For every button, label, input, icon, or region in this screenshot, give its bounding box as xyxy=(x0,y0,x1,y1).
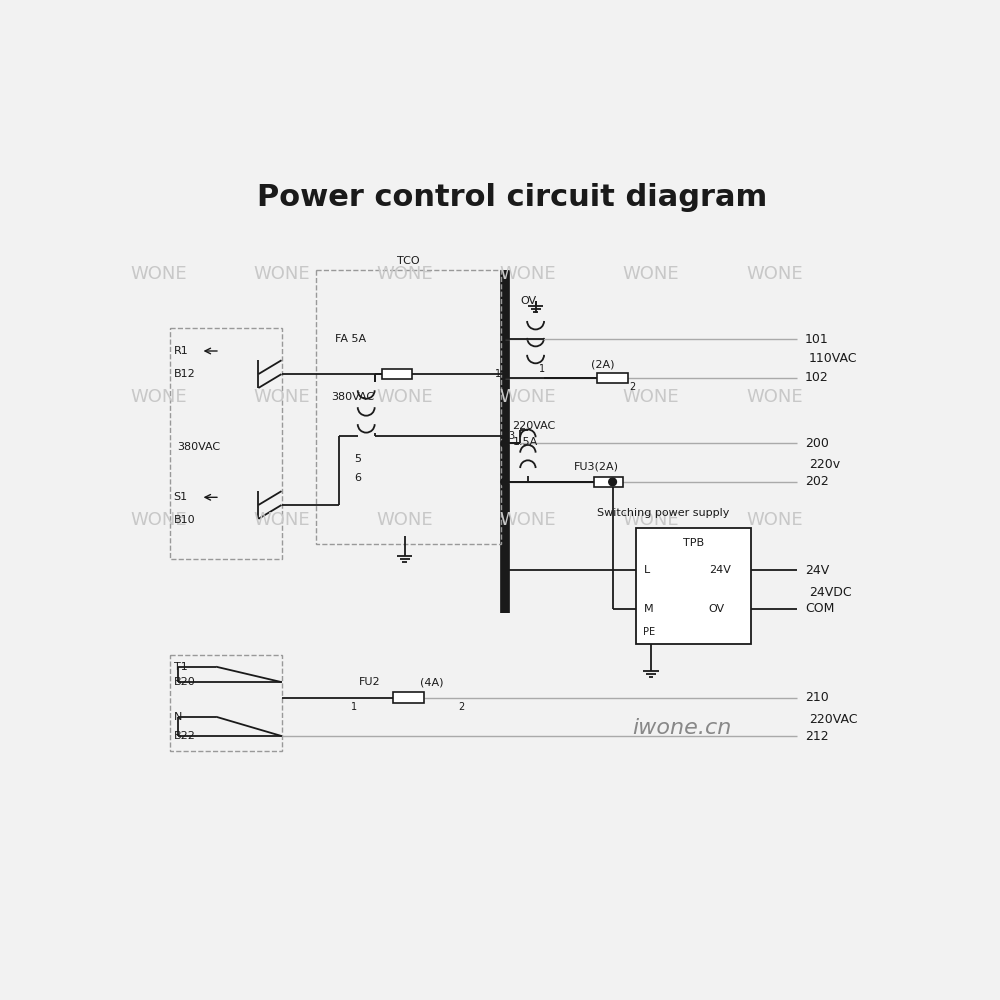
Text: 1: 1 xyxy=(539,364,546,374)
Text: (2A): (2A) xyxy=(591,359,615,369)
Text: M: M xyxy=(643,604,653,614)
Text: WONE: WONE xyxy=(623,388,679,406)
Text: 2: 2 xyxy=(459,702,465,712)
Text: OV: OV xyxy=(520,296,536,306)
Bar xyxy=(597,373,628,383)
Text: WONE: WONE xyxy=(500,511,556,529)
Text: FU3(2A): FU3(2A) xyxy=(574,462,619,472)
Text: FU2: FU2 xyxy=(358,677,380,687)
Text: OV: OV xyxy=(709,604,725,614)
Text: S1: S1 xyxy=(174,492,188,502)
Text: 24VDC: 24VDC xyxy=(809,586,852,599)
Text: 24V: 24V xyxy=(805,564,829,577)
Text: 202: 202 xyxy=(805,475,829,488)
Bar xyxy=(636,528,751,644)
Text: 1: 1 xyxy=(495,369,501,379)
Text: WONE: WONE xyxy=(253,511,310,529)
Text: (4A): (4A) xyxy=(420,677,444,687)
Text: Power control circuit diagram: Power control circuit diagram xyxy=(257,182,768,212)
Text: 1.5A: 1.5A xyxy=(512,437,538,447)
Text: 220v: 220v xyxy=(809,458,840,471)
Text: WONE: WONE xyxy=(746,388,803,406)
Text: B22: B22 xyxy=(174,731,196,741)
Text: 6: 6 xyxy=(355,473,362,483)
Bar xyxy=(382,369,412,379)
Text: PE: PE xyxy=(643,627,656,637)
Text: 380VAC: 380VAC xyxy=(178,442,221,452)
Text: 220VAC: 220VAC xyxy=(512,421,556,431)
Text: T1: T1 xyxy=(174,662,187,672)
Bar xyxy=(170,328,282,559)
Text: WONE: WONE xyxy=(130,388,187,406)
Text: 110VAC: 110VAC xyxy=(809,352,857,365)
Text: WONE: WONE xyxy=(253,265,310,283)
Text: 220VAC: 220VAC xyxy=(809,713,857,726)
Text: WONE: WONE xyxy=(253,388,310,406)
Text: B12: B12 xyxy=(174,369,195,379)
Text: WONE: WONE xyxy=(500,388,556,406)
Text: 24V: 24V xyxy=(709,565,731,575)
Text: B10: B10 xyxy=(174,515,195,525)
Text: 200: 200 xyxy=(805,437,829,450)
Text: iwone.cn: iwone.cn xyxy=(632,718,732,738)
Text: WONE: WONE xyxy=(623,511,679,529)
Text: 5: 5 xyxy=(355,454,362,464)
Text: TPB: TPB xyxy=(683,538,704,548)
Text: L: L xyxy=(643,565,650,575)
Circle shape xyxy=(609,478,616,486)
Text: 210: 210 xyxy=(805,691,829,704)
Bar xyxy=(316,270,501,544)
Text: R1: R1 xyxy=(174,346,188,356)
Text: 2: 2 xyxy=(630,382,636,392)
Bar xyxy=(170,655,282,751)
Text: COM: COM xyxy=(805,602,834,615)
Text: WONE: WONE xyxy=(500,265,556,283)
Text: B20: B20 xyxy=(174,677,195,687)
Text: 380VAC: 380VAC xyxy=(332,392,375,402)
Text: WONE: WONE xyxy=(376,511,433,529)
Text: 101: 101 xyxy=(805,333,829,346)
Text: WONE: WONE xyxy=(623,265,679,283)
Circle shape xyxy=(501,478,509,486)
Text: N: N xyxy=(174,712,182,722)
Text: FA 5A: FA 5A xyxy=(335,334,367,344)
Text: TCO: TCO xyxy=(397,256,420,266)
Text: Switching power supply: Switching power supply xyxy=(597,508,730,518)
Text: WONE: WONE xyxy=(746,265,803,283)
Circle shape xyxy=(501,440,509,447)
Text: 102: 102 xyxy=(805,371,829,384)
Text: WONE: WONE xyxy=(746,511,803,529)
Bar xyxy=(393,692,424,703)
Text: 3: 3 xyxy=(509,431,515,441)
Text: WONE: WONE xyxy=(376,388,433,406)
Text: WONE: WONE xyxy=(376,265,433,283)
Text: 212: 212 xyxy=(805,730,829,742)
Text: WONE: WONE xyxy=(130,511,187,529)
Bar xyxy=(594,477,623,487)
Text: WONE: WONE xyxy=(130,265,187,283)
Text: 1: 1 xyxy=(351,702,357,712)
